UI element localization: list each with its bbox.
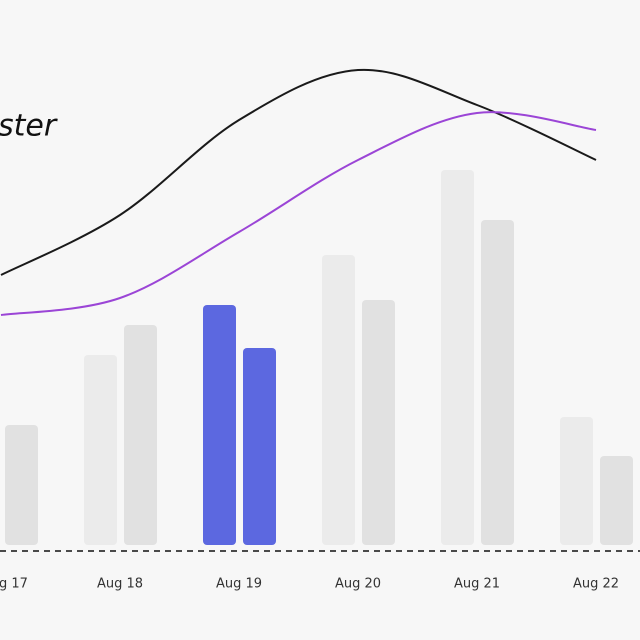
bar <box>441 170 474 545</box>
x-tick-label: Aug 22 <box>573 577 619 592</box>
bar <box>322 255 355 545</box>
trend-line <box>0 68 597 276</box>
bar <box>481 220 514 545</box>
x-tick-label: Aug 18 <box>97 577 143 592</box>
x-tick-label: Aug 19 <box>216 577 262 592</box>
bar <box>203 305 236 545</box>
x-tick-label: Aug 20 <box>335 577 381 592</box>
bar <box>362 300 395 545</box>
chart-title: ster <box>0 109 58 144</box>
trend-line <box>0 111 597 316</box>
bar <box>124 325 157 545</box>
bar <box>5 425 38 545</box>
bar <box>84 355 117 545</box>
bar <box>243 348 276 545</box>
bar <box>600 456 633 545</box>
bar <box>560 417 593 545</box>
x-tick-label: Aug 21 <box>454 577 500 592</box>
x-tick-label: g 17 <box>0 577 28 592</box>
